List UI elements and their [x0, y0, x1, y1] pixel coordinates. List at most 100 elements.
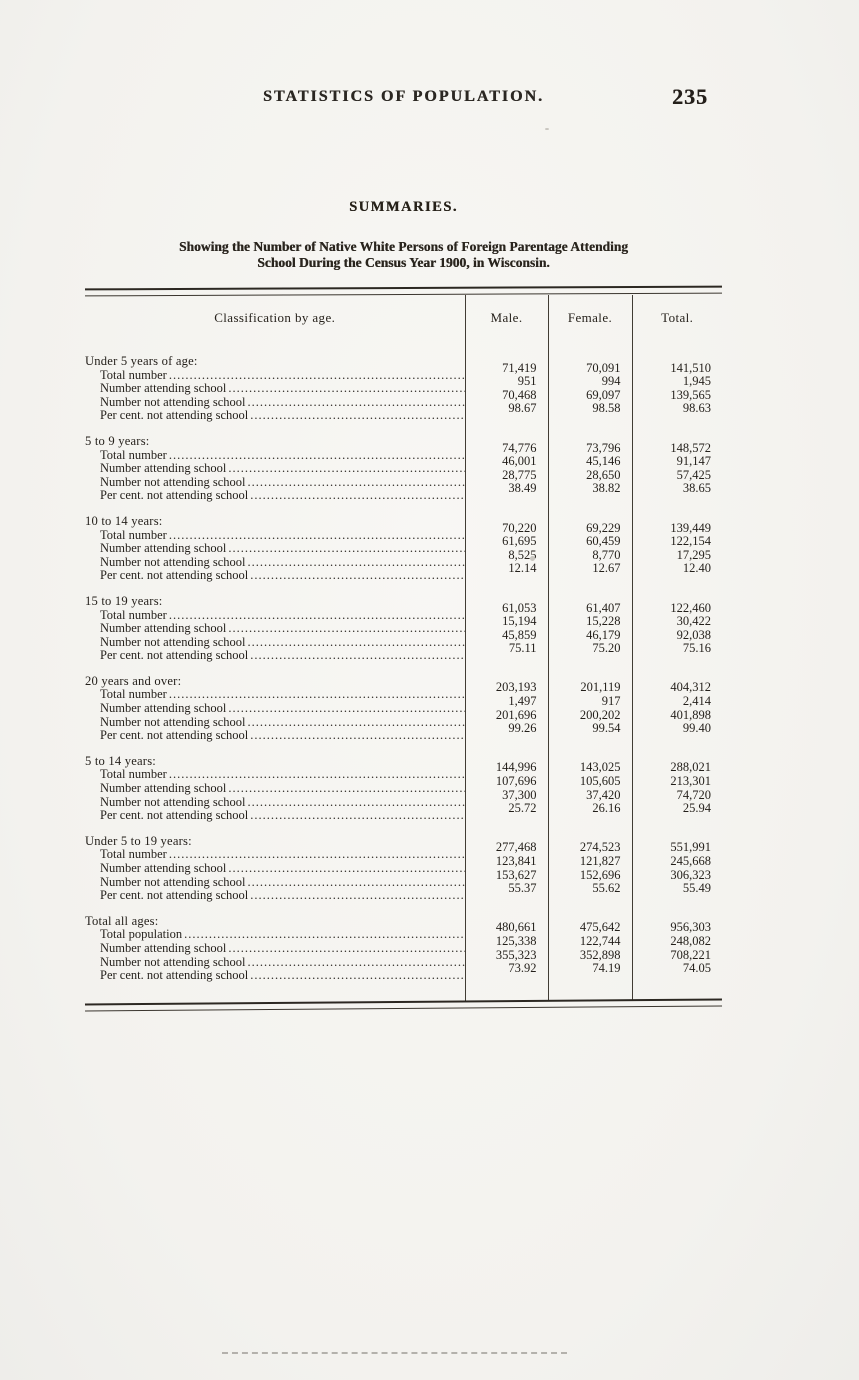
female-value: 994 — [601, 374, 621, 389]
total-value: 401,898 — [670, 707, 711, 722]
leader-dots — [245, 956, 464, 970]
group-title: 20 years and over: — [85, 673, 182, 688]
leader-dots — [167, 449, 465, 463]
total-value: 288,021 — [670, 760, 711, 775]
female-value: 38.82 — [592, 481, 621, 496]
table-row: Total number 71,419 70,091 141,510 — [85, 361, 722, 383]
male-value: 37,300 — [502, 787, 537, 802]
female-value: 143,025 — [579, 760, 621, 775]
row-label: Number not attending school — [100, 955, 246, 969]
row-label: Number not attending school — [100, 715, 246, 729]
leader-dots — [167, 848, 465, 862]
row-label: Total number — [100, 448, 167, 462]
male-value: 74,776 — [502, 440, 537, 455]
table-row: Number attending school 951 994 1,945 — [85, 374, 722, 396]
male-value: 73.92 — [508, 961, 537, 976]
table-row: Per cent. not attending school 12.14 12.67… — [85, 562, 722, 583]
row-label: Number not attending school — [100, 635, 246, 649]
total-value: 98.63 — [682, 401, 711, 416]
table-row: Number attending school 125,338 122,744 248… — [85, 934, 722, 956]
female-value: 61,407 — [586, 600, 621, 615]
total-value: 139,449 — [670, 520, 711, 535]
row-label: Per cent. not attending school — [100, 809, 249, 823]
table-row: Per cent. not attending school 55.37 55.62… — [85, 881, 722, 903]
page-number: 235 — [672, 84, 708, 109]
total-value: 92,038 — [676, 627, 711, 642]
female-value: 917 — [601, 694, 621, 709]
table-spacer-row — [85, 422, 722, 435]
table-row: Total number 203,193 201,119 404,312 — [85, 681, 722, 703]
female-value: 8,770 — [592, 547, 621, 562]
row-label: Per cent. not attending school — [100, 409, 249, 423]
group-title: 10 to 14 years: — [85, 513, 163, 528]
female-value: 201,119 — [580, 680, 621, 695]
female-value: 74.19 — [592, 961, 621, 976]
group-title: Under 5 years of age: — [85, 354, 198, 368]
leader-dots — [245, 556, 464, 570]
male-value: 99.26 — [508, 721, 537, 736]
row-label: Total number — [100, 768, 167, 782]
male-value: 480,661 — [495, 920, 537, 935]
male-value: 70,220 — [502, 520, 537, 535]
table-row: Number not attending school 28,775 28,650 5… — [85, 468, 722, 490]
group-title-row: 15 to 19 years: — [85, 593, 722, 609]
total-value: 30,422 — [676, 614, 711, 629]
leader-dots — [248, 969, 464, 983]
male-value: 25.72 — [508, 801, 537, 816]
column-header-female: Female. — [547, 295, 632, 340]
female-value: 69,097 — [586, 387, 621, 402]
male-value: 61,695 — [502, 534, 537, 549]
leader-dots — [245, 396, 464, 410]
table-head: Classification by age. Male. Female. Tot… — [85, 295, 722, 340]
male-value: 201,696 — [495, 707, 537, 722]
table-spacer-row — [85, 662, 722, 675]
male-value: 98.67 — [508, 401, 537, 416]
leader-dots — [245, 716, 464, 730]
leader-dots — [167, 609, 465, 623]
table-spacer-row — [85, 902, 722, 915]
table-row: Per cent. not attending school 99.26 99.54… — [85, 721, 722, 743]
group-title: 15 to 19 years: — [85, 593, 163, 608]
male-value: 951 — [517, 374, 537, 389]
male-value: 144,996 — [495, 760, 537, 775]
table-row: Total population 480,661 475,642 956,303 — [85, 921, 722, 942]
table-row: Number attending school 15,194 15,228 30,42… — [85, 614, 722, 636]
table-row: Per cent. not attending school 25.72 26.16… — [85, 801, 722, 823]
leader-dots — [226, 622, 464, 636]
table-row: Total number 144,996 143,025 288,021 — [85, 761, 722, 783]
leader-dots — [248, 649, 464, 663]
male-value: 61,053 — [502, 600, 537, 615]
row-label: Per cent. not attending school — [100, 489, 249, 503]
row-label: Per cent. not attending school — [100, 729, 249, 743]
total-value: 245,668 — [670, 854, 711, 868]
table-row: Per cent. not attending school 38.49 38.82… — [85, 482, 722, 503]
female-value: 75.20 — [592, 641, 621, 656]
row-label: Number attending school — [100, 782, 227, 796]
row-label: Per cent. not attending school — [100, 969, 249, 983]
female-value: 352,898 — [579, 947, 621, 962]
female-value: 70,091 — [586, 360, 621, 375]
male-value: 55.37 — [508, 881, 537, 896]
male-value: 71,419 — [502, 360, 537, 375]
leader-dots — [245, 476, 464, 490]
table-row: Total number 70,220 69,229 139,449 — [85, 521, 722, 543]
row-label: Number not attending school — [100, 875, 246, 889]
leader-dots — [226, 702, 464, 716]
leader-dots — [167, 529, 465, 543]
summary-table: Classification by age. Male. Female. Tot… — [85, 295, 722, 1001]
male-value: 1,497 — [508, 694, 537, 709]
table-spacer-row — [85, 982, 722, 1001]
running-title: STATISTICS OF POPULATION. — [262, 88, 544, 105]
group-title: Under 5 to 19 years: — [85, 833, 192, 848]
female-value: 60,459 — [586, 534, 621, 549]
leader-dots — [167, 768, 465, 782]
leader-dots — [226, 782, 464, 796]
total-value: 708,221 — [670, 947, 711, 962]
total-value: 74.05 — [682, 961, 711, 976]
table-row: Per cent. not attending school 98.67 98.58… — [85, 402, 722, 423]
total-value: 55.49 — [682, 881, 711, 896]
female-value: 152,696 — [579, 867, 621, 882]
female-value: 15,228 — [586, 614, 621, 629]
group-title-row: 5 to 14 years: — [85, 754, 722, 769]
group-title-row: Total all ages: — [85, 914, 722, 929]
